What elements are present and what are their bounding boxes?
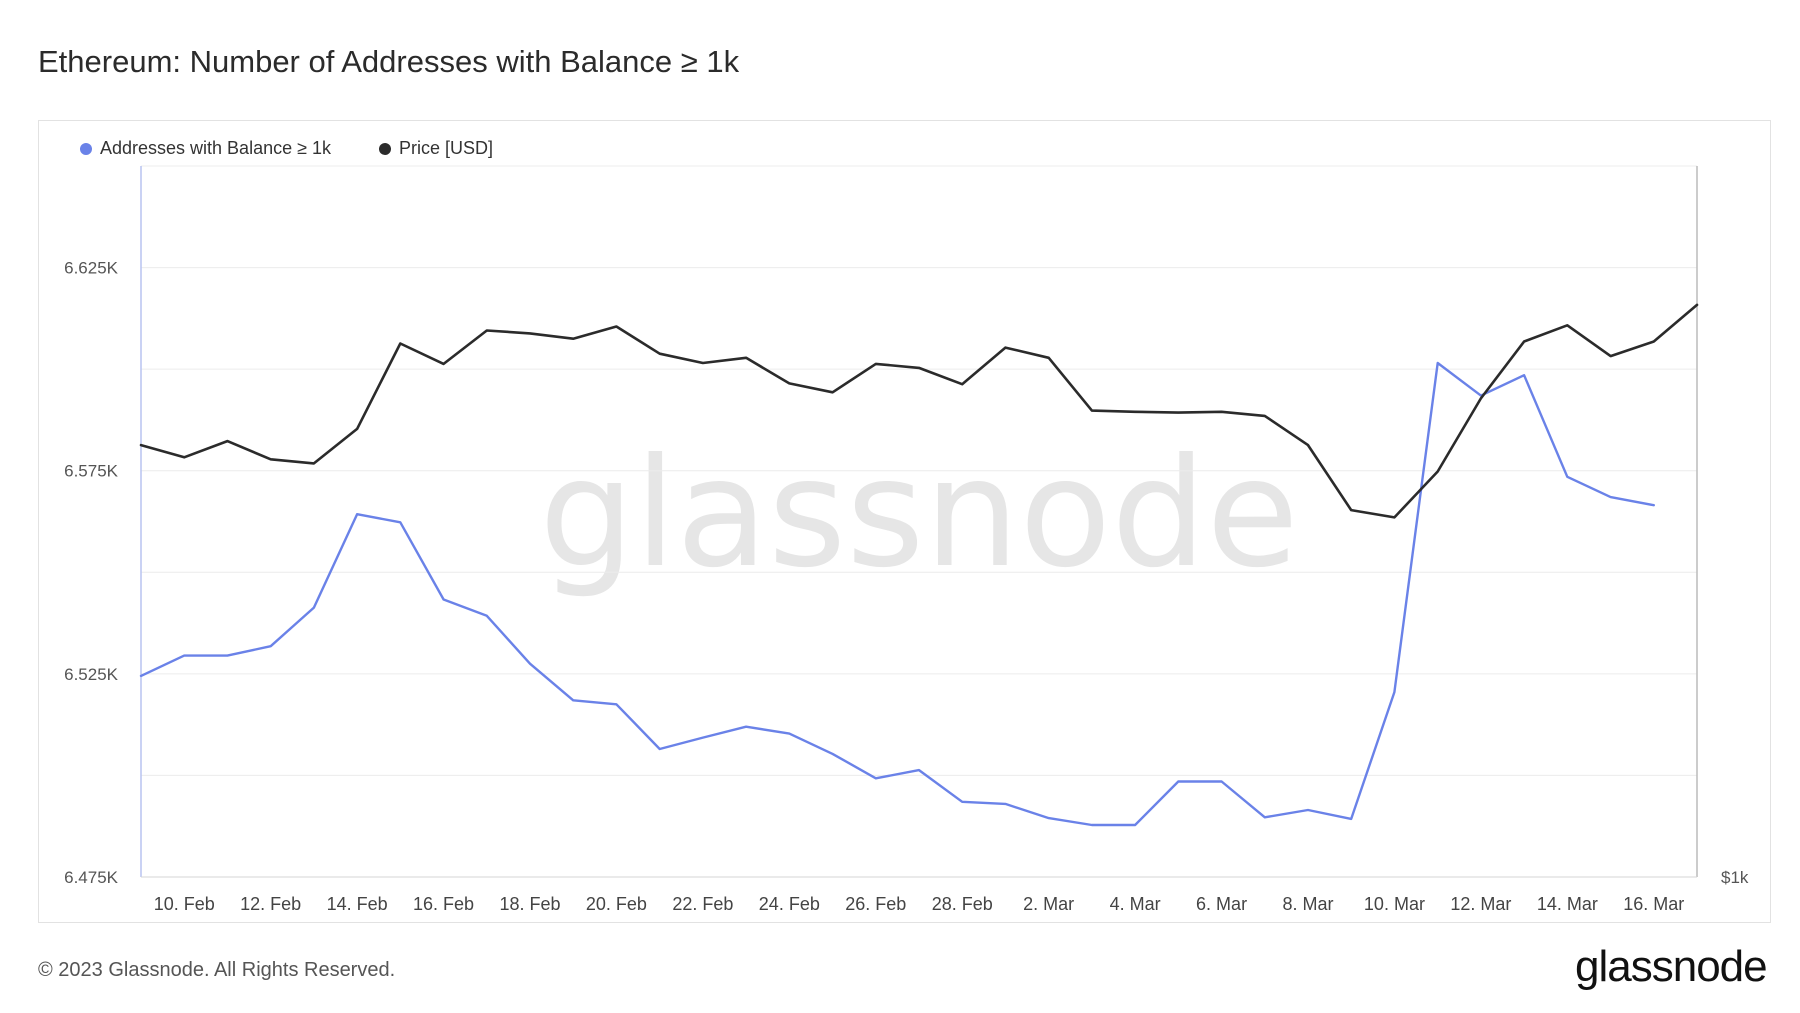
series-line-addresses [139,361,1656,827]
legend-dot-price [379,142,391,155]
x-tick-label: 28. Feb [932,894,993,914]
chart-frame [38,120,1771,923]
x-tick-label: 2. Mar [1023,894,1074,914]
x-tick-label: 22. Feb [672,894,733,914]
x-tick-label: 12. Mar [1450,894,1511,914]
legend-item-price[interactable]: Price [USD] [379,138,493,159]
x-tick-label: 12. Feb [240,894,301,914]
x-tick-label: 16. Mar [1623,894,1684,914]
x-tick-label: 10. Feb [154,894,215,914]
x-tick-label: 14. Mar [1537,894,1598,914]
x-tick-label: 16. Feb [413,894,474,914]
y-tick-label: 6.525K [64,665,119,684]
legend-label-addresses: Addresses with Balance ≥ 1k [100,138,331,158]
y-right-tick-label: $1k [1721,868,1749,887]
legend-item-addresses[interactable]: Addresses with Balance ≥ 1k [80,138,331,159]
legend-dot-addresses [80,142,92,155]
chart-title: Ethereum: Number of Addresses with Balan… [38,44,740,79]
y-tick-label: 6.475K [64,868,119,887]
legend-label-price: Price [USD] [399,138,494,158]
x-tick-label: 8. Mar [1282,894,1333,914]
x-tick-label: 26. Feb [845,894,906,914]
y-tick-label: 6.625K [64,259,119,278]
x-tick-label: 20. Feb [586,894,647,914]
x-tick-label: 6. Mar [1196,894,1247,914]
watermark: glassnode [539,427,1298,601]
copyright-footer: © 2023 Glassnode. All Rights Reserved. [38,959,396,981]
x-tick-label: 24. Feb [759,894,820,914]
x-tick-label: 14. Feb [327,894,388,914]
y-tick-label: 6.575K [64,462,119,481]
glassnode-logo[interactable]: glassnode [1575,942,1768,991]
legend: Addresses with Balance ≥ 1k Price [USD] [80,138,493,159]
x-tick-label: 18. Feb [499,894,560,914]
x-tick-label: 10. Mar [1364,894,1425,914]
series-line-price [139,303,1699,519]
x-tick-label: 4. Mar [1110,894,1161,914]
